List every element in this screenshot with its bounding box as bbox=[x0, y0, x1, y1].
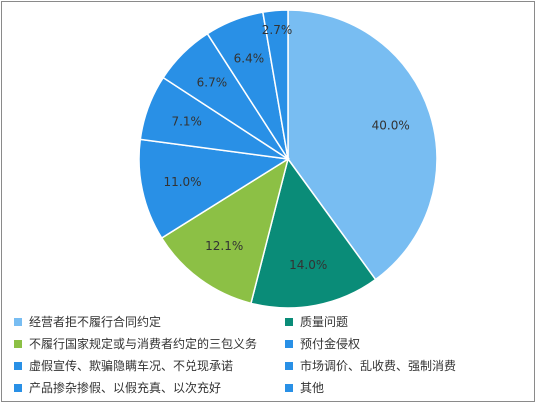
pie-chart: 40.0% 14.0% 12.1% 11.0% 7.1% 6.7% 6.4% 2.7% bbox=[138, 9, 438, 309]
legend-label-2: 不履行国家规定或与消费者约定的三包义务 bbox=[29, 337, 258, 351]
legend-swatch-2 bbox=[14, 340, 22, 348]
legend-label-6: 产品掺杂掺假、以假充真、以次充好 bbox=[29, 381, 222, 395]
slice-label-1: 14.0% bbox=[289, 258, 327, 272]
legend-label-7: 其他 bbox=[300, 381, 325, 395]
legend-swatch-7 bbox=[285, 384, 293, 392]
slice-label-0: 40.0% bbox=[372, 119, 410, 133]
legend-label-5: 市场调价、乱收费、强制消费 bbox=[300, 359, 457, 373]
legend-item-1: 质量问题 bbox=[285, 313, 525, 331]
legend-swatch-5 bbox=[285, 362, 293, 370]
legend-label-0: 经营者拒不履行合同约定 bbox=[29, 315, 162, 329]
legend-label-1: 质量问题 bbox=[300, 315, 349, 329]
pie-slice-2 bbox=[160, 157, 290, 305]
legend-item-4: 虚假宣传、欺骗隐瞒车况、不兑现承诺 bbox=[14, 357, 285, 375]
pie-slice-1 bbox=[250, 157, 377, 309]
legend-label-3: 预付金侵权 bbox=[300, 337, 361, 351]
legend-swatch-0 bbox=[14, 318, 22, 326]
legend-item-7: 其他 bbox=[285, 379, 525, 397]
slice-label-7: 2.7% bbox=[262, 23, 293, 37]
pie-slice-0 bbox=[287, 9, 438, 281]
slice-label-2: 12.1% bbox=[205, 239, 243, 253]
chart-legend: 经营者拒不履行合同约定 质量问题不履行国家规定或与消费者约定的三包义务 预付金侵权虚… bbox=[14, 313, 534, 397]
legend-item-6: 产品掺杂掺假、以假充真、以次充好 bbox=[14, 379, 285, 397]
slice-label-5: 6.7% bbox=[197, 75, 228, 89]
legend-swatch-3 bbox=[285, 340, 293, 348]
slice-label-4: 7.1% bbox=[171, 115, 202, 129]
legend-swatch-6 bbox=[14, 384, 22, 392]
legend-swatch-1 bbox=[285, 318, 293, 326]
legend-item-3: 预付金侵权 bbox=[285, 335, 525, 353]
legend-label-4: 虚假宣传、欺骗隐瞒车况、不兑现承诺 bbox=[29, 359, 234, 373]
legend-item-0: 经营者拒不履行合同约定 bbox=[14, 313, 285, 331]
slice-label-3: 11.0% bbox=[163, 175, 201, 189]
legend-item-2: 不履行国家规定或与消费者约定的三包义务 bbox=[14, 335, 285, 353]
legend-swatch-4 bbox=[14, 362, 22, 370]
pie-slice-7 bbox=[261, 9, 289, 160]
slice-label-6: 6.4% bbox=[234, 51, 265, 65]
pie-slice-3 bbox=[138, 138, 291, 240]
legend-item-5: 市场调价、乱收费、强制消费 bbox=[285, 357, 525, 375]
